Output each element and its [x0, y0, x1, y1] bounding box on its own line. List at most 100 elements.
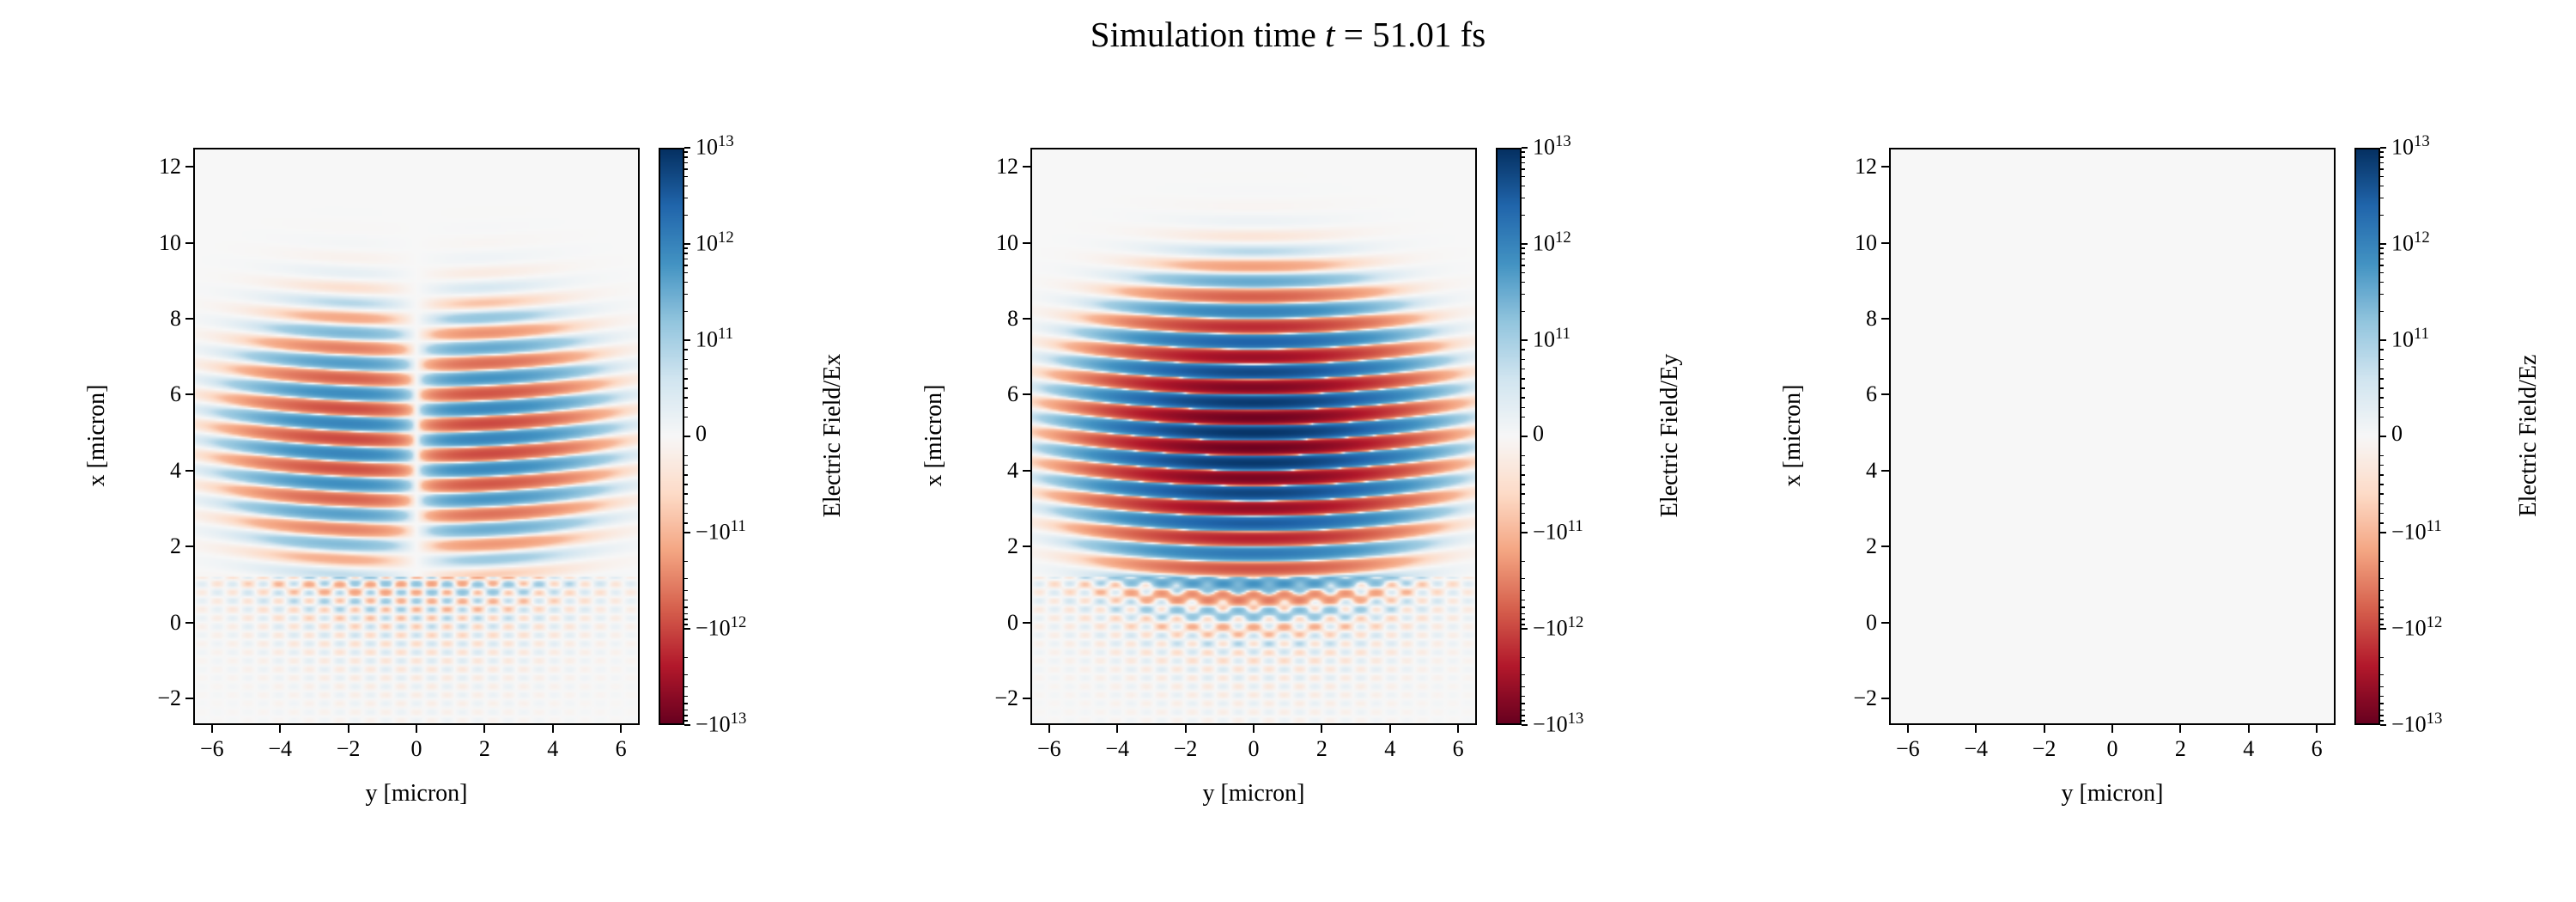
colorbar-tick-label: −1011	[1533, 518, 1583, 544]
y-tick	[1023, 545, 1030, 548]
x-tick-label: 4	[1384, 736, 1396, 761]
x-tick-label: −2	[2032, 736, 2057, 761]
colorbar-minor-tick	[684, 168, 688, 170]
colorbar-tick-base: −10	[2391, 615, 2427, 641]
colorbar-tick-label: 1012	[2391, 229, 2430, 255]
colorbar-minor-tick	[2380, 686, 2384, 688]
figure-title: Simulation time t = 51.01 fs	[0, 14, 2576, 55]
colorbar-minor-tick	[2380, 709, 2384, 711]
colorbar-minor-tick	[684, 673, 688, 676]
colorbar-minor-tick	[684, 577, 688, 580]
colorbar-minor-tick	[1522, 253, 1525, 254]
heatmap-Ex	[193, 148, 640, 725]
colorbar-minor-tick	[2380, 624, 2384, 625]
y-tick	[1881, 166, 1889, 168]
colorbar-minor-tick	[1522, 613, 1525, 615]
colorbar-tick-label: 0	[1533, 423, 1544, 445]
colorbar-minor-tick	[684, 293, 688, 296]
x-tick-label: 2	[1315, 736, 1327, 761]
y-tick-label: 12	[996, 154, 1018, 180]
x-tick	[1388, 725, 1391, 733]
colorbar-minor-tick	[684, 406, 688, 409]
colorbar-minor-tick	[2380, 613, 2384, 615]
y-tick	[1023, 621, 1030, 624]
colorbar-minor-tick	[2380, 168, 2384, 170]
colorbar-minor-tick	[1522, 512, 1525, 515]
colorbar-minor-tick	[1522, 474, 1525, 476]
colorbar-tick	[1522, 243, 1528, 245]
colorbar-minor-tick	[684, 493, 688, 495]
colorbar-minor-tick	[1522, 247, 1525, 249]
y-tick	[185, 698, 193, 700]
axes-frame-Ez	[1889, 148, 2336, 725]
y-tick-label: 12	[1855, 154, 1877, 180]
colorbar-minor-tick	[684, 281, 688, 283]
colorbar-minor-tick	[1522, 349, 1525, 350]
colorbar-minor-tick	[2380, 349, 2384, 350]
colorbar-minor-tick	[1522, 484, 1525, 485]
x-tick	[1116, 725, 1119, 733]
colorbar-minor-tick	[2380, 474, 2384, 476]
colorbar-tick-exponent: 11	[2426, 517, 2442, 535]
colorbar-tick-base: 10	[1533, 230, 1555, 256]
colorbar-tick	[2380, 339, 2386, 341]
y-tick-label: 4	[1866, 457, 1877, 483]
colorbar-tick	[1522, 724, 1528, 726]
x-tick-label: −6	[1895, 736, 1920, 761]
colorbar-tick-exponent: 12	[718, 229, 734, 247]
colorbar-minor-tick	[2380, 703, 2384, 704]
colorbar-minor-tick	[2380, 271, 2384, 274]
x-tick-label: 6	[615, 736, 627, 761]
colorbar-minor-tick	[684, 703, 688, 704]
colorbar-minor-tick	[2380, 387, 2384, 389]
colorbar-tick-exponent: 13	[2426, 710, 2443, 728]
colorbar-minor-tick	[1522, 695, 1525, 698]
y-tick-label: 10	[1855, 229, 1877, 255]
x-tick	[1975, 725, 1978, 733]
y-tick-label: 4	[170, 457, 181, 483]
colorbar-tick	[684, 436, 690, 437]
colorbar-tick	[1522, 339, 1528, 341]
colorbar-tick-exponent: 13	[2414, 132, 2430, 150]
y-tick-label: 6	[1866, 381, 1877, 407]
y-tick-label: −2	[157, 686, 181, 711]
colorbar-tick-exponent: 13	[1567, 710, 1584, 728]
y-tick-label: 8	[1866, 305, 1877, 331]
colorbar-tick	[684, 243, 690, 245]
colorbar-tick-base: 10	[2391, 326, 2414, 352]
colorbar-minor-tick	[684, 151, 688, 153]
x-tick	[483, 725, 486, 733]
colorbar-minor-tick	[2380, 560, 2384, 563]
y-tick	[1881, 469, 1889, 472]
colorbar-minor-tick	[1522, 454, 1525, 457]
colorbar-tick	[1522, 147, 1528, 149]
y-tick	[185, 241, 193, 244]
colorbar-tick-label: −1012	[696, 614, 746, 640]
colorbar-tick-base: 10	[1533, 134, 1555, 160]
colorbar-minor-tick	[1522, 619, 1525, 620]
colorbar-minor-tick	[1522, 464, 1525, 466]
x-tick	[210, 725, 213, 733]
x-tick-label: 6	[2311, 736, 2323, 761]
colorbar-minor-tick	[684, 560, 688, 563]
colorbar-minor-tick	[684, 214, 688, 216]
colorbar-minor-tick	[2380, 293, 2384, 296]
heatmap-Ey	[1030, 148, 1477, 725]
colorbar-tick-exponent: 11	[1555, 325, 1571, 343]
colorbar-tick-base: 10	[696, 134, 718, 160]
colorbar-minor-tick	[1522, 258, 1525, 260]
x-tick	[416, 725, 417, 733]
colorbar-minor-tick	[1522, 271, 1525, 274]
colorbar-minor-tick	[684, 606, 688, 608]
colorbar-tick-base: 0	[2391, 421, 2403, 446]
colorbar-label: Electric Field/Ez	[2515, 354, 2542, 517]
y-tick	[185, 393, 193, 396]
colorbar-minor-tick	[2380, 695, 2384, 698]
y-tick	[1881, 241, 1889, 244]
colorbar-tick-label: 1011	[1533, 326, 1571, 351]
y-tick-label: 8	[1007, 305, 1018, 331]
colorbar-minor-tick	[2380, 720, 2384, 722]
y-tick	[1881, 621, 1889, 624]
colorbar-minor-tick	[684, 397, 688, 399]
